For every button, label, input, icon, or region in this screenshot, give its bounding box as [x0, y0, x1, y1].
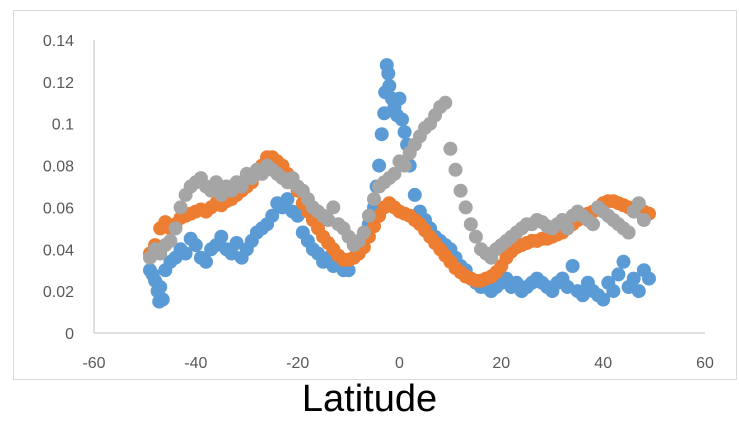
series-1-point: [617, 255, 631, 269]
series-3-point: [438, 96, 452, 110]
series-3-point: [163, 234, 177, 248]
series-3-point: [449, 163, 463, 177]
series-1-point: [375, 127, 389, 141]
series-3-point: [464, 217, 478, 231]
series-1-point: [156, 293, 170, 307]
y-tick-label: 0.14: [43, 33, 74, 50]
x-tick-label: 20: [492, 355, 510, 372]
series-3-point: [362, 209, 376, 223]
x-tick-label: 60: [696, 355, 714, 372]
series-1-point: [611, 267, 625, 281]
series-1-point: [214, 230, 228, 244]
y-tick-label: 0.1: [52, 117, 74, 134]
series-1-point: [642, 272, 656, 286]
series-3-point: [169, 221, 183, 235]
y-tick-label: 0.02: [43, 284, 74, 301]
x-tick-label: 40: [594, 355, 612, 372]
series-1-point: [199, 255, 213, 269]
series-3-point: [637, 213, 651, 227]
y-tick-label: 0.04: [43, 242, 74, 259]
y-tick-label: 0: [65, 326, 74, 343]
series-1-point: [372, 159, 386, 173]
series-1-point: [189, 238, 203, 252]
y-tick-label: 0.06: [43, 200, 74, 217]
y-tick-labels: 0 0.02 0.04 0.06 0.08 0.1 0.12 0.14: [43, 33, 74, 343]
series-1-point: [632, 284, 646, 298]
series-3-point: [454, 184, 468, 198]
series-1-point: [606, 284, 620, 298]
series-3-point: [357, 226, 371, 240]
series-3-point: [443, 142, 457, 156]
scatter-plot: -60 -40 -20 0 20 40 60 0 0.02 0.04 0.06 0.08 0.1 0.1…: [0, 0, 739, 380]
y-tick-label: 0.12: [43, 75, 74, 92]
series-1-point: [566, 259, 580, 273]
series-1-point: [382, 79, 396, 93]
x-tick-label: -60: [82, 355, 105, 372]
series-1-point: [408, 188, 422, 202]
series-3-point: [174, 200, 188, 214]
series-3-point: [469, 230, 483, 244]
series-3-point: [326, 200, 340, 214]
x-tick-label: -20: [286, 355, 309, 372]
series-1-point: [393, 92, 407, 106]
series-3-point: [622, 226, 636, 240]
series-1-point: [395, 113, 409, 127]
x-tick-labels: -60 -40 -20 0 20 40 60: [82, 355, 714, 372]
x-tick-label: -40: [184, 355, 207, 372]
x-axis-title: Latitude: [0, 378, 739, 421]
series-3-point: [632, 196, 646, 210]
series-3-point: [367, 192, 381, 206]
y-tick-label: 0.08: [43, 159, 74, 176]
series-3-point: [586, 217, 600, 231]
x-tick-label: 0: [395, 355, 404, 372]
series-3-point: [459, 200, 473, 214]
plot-area: [143, 58, 656, 309]
series-3-point: [398, 159, 412, 173]
series-1-point: [381, 67, 395, 81]
series-1-point: [398, 125, 412, 139]
series-3-point: [561, 221, 575, 235]
series-1-point: [153, 280, 167, 294]
